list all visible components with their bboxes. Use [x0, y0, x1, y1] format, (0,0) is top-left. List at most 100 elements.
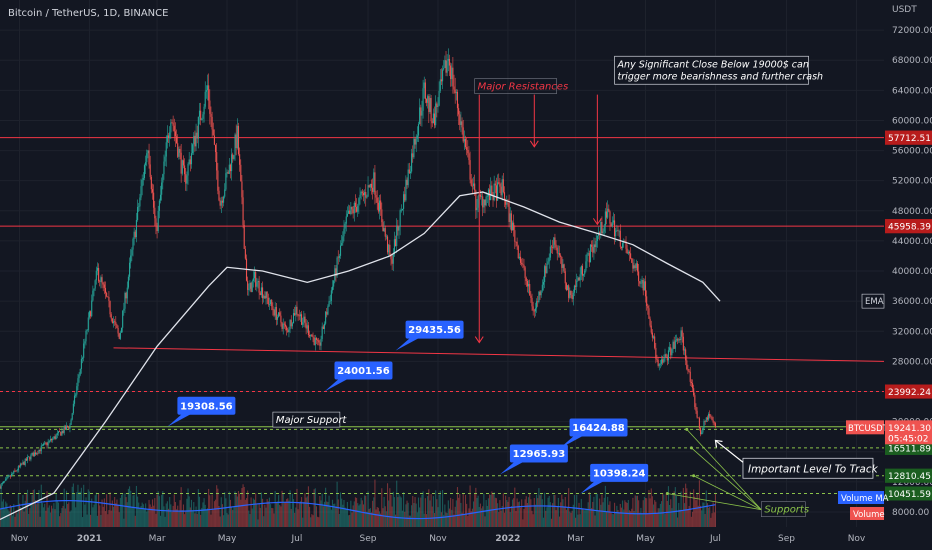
- volume-bar: [575, 517, 577, 527]
- volume-bar: [408, 515, 410, 527]
- candle-body: [65, 425, 68, 430]
- candle-body: [686, 360, 688, 369]
- volume-bar: [429, 500, 431, 527]
- volume-bar: [133, 494, 135, 527]
- volume-bar: [428, 489, 430, 527]
- candle-body: [314, 338, 316, 346]
- candle-body: [695, 406, 697, 411]
- candle-body: [236, 125, 238, 149]
- volume-bar: [171, 511, 173, 527]
- candle-body: [133, 231, 135, 239]
- candle-body: [181, 160, 183, 174]
- volume-bar: [630, 511, 632, 527]
- volume-bar: [56, 500, 58, 527]
- volume-bar: [565, 509, 567, 527]
- candle-body: [86, 330, 88, 331]
- candle-body: [344, 223, 346, 229]
- candle-body: [508, 203, 510, 223]
- candle-body: [406, 179, 408, 186]
- candle-body: [164, 156, 166, 162]
- volume-bar: [80, 487, 82, 527]
- candle-body: [87, 317, 89, 331]
- supports-arrow-tip: [685, 427, 689, 431]
- volume-bar: [604, 485, 606, 527]
- candle-body: [400, 210, 402, 211]
- volume-bar: [145, 503, 147, 527]
- volume-bar: [331, 499, 334, 527]
- candle-body: [490, 185, 492, 201]
- candle-body: [270, 299, 272, 305]
- candle-body: [414, 138, 416, 145]
- candle-body: [104, 287, 107, 293]
- volume-bar: [235, 494, 237, 527]
- volume-bar: [506, 500, 508, 527]
- candle-body: [681, 330, 683, 337]
- volume-bar: [614, 502, 616, 527]
- candle-body: [522, 264, 524, 265]
- candle-body: [150, 176, 152, 190]
- volume-bar: [619, 503, 621, 527]
- volume-bar: [319, 496, 321, 527]
- volume-bar: [268, 497, 270, 527]
- volume-bar: [507, 501, 509, 527]
- volume-bar: [586, 509, 588, 527]
- callout-box: [590, 463, 649, 482]
- volume-bar: [498, 512, 500, 527]
- volume-bar: [419, 507, 421, 527]
- volume-bar: [75, 507, 77, 527]
- symbol-tag-label: BTCUSDT: [848, 424, 889, 434]
- supports-arrow-line: [686, 429, 762, 510]
- volume-bar: [670, 499, 672, 527]
- volume-bar: [451, 509, 453, 527]
- candle-body: [674, 340, 676, 349]
- candle-body: [235, 134, 237, 149]
- candle-body: [654, 336, 656, 348]
- volume-bar: [678, 502, 680, 527]
- candle-body: [57, 431, 60, 434]
- candle-body: [247, 280, 249, 290]
- volume-bar: [206, 508, 209, 527]
- candle-body: [566, 285, 569, 291]
- volume-bar: [442, 490, 444, 527]
- volume-bar: [143, 508, 146, 527]
- level-price-tag: [885, 468, 932, 483]
- volume-bar: [472, 501, 475, 527]
- candle-body: [59, 431, 61, 432]
- volume-bar: [185, 511, 187, 527]
- candle-body: [1, 482, 3, 485]
- candle-body: [22, 462, 24, 465]
- volume-bar: [388, 500, 390, 527]
- volume-bar: [531, 510, 533, 527]
- candle-body: [217, 170, 219, 191]
- candle-body: [162, 174, 164, 183]
- candle-body: [51, 438, 53, 441]
- candle-body: [203, 106, 205, 115]
- candle-body: [442, 69, 444, 82]
- candle-body: [146, 153, 148, 163]
- candle-body: [494, 183, 496, 186]
- volume-bar: [694, 496, 696, 527]
- candle-body: [439, 79, 441, 91]
- volume-bar: [215, 499, 217, 527]
- volume-bar: [244, 499, 246, 527]
- volume-bar: [306, 496, 308, 527]
- volume-bar: [24, 500, 26, 527]
- volume-bar: [468, 508, 470, 527]
- volume-bar: [273, 513, 275, 527]
- volume-bar: [452, 498, 454, 527]
- volume-bar: [404, 511, 406, 527]
- candle-body: [115, 322, 117, 325]
- current-price-label: 19241.30: [888, 424, 931, 434]
- volume-bar: [218, 506, 220, 527]
- candle-body: [463, 139, 465, 142]
- candle-body: [390, 255, 392, 260]
- volume-bar: [209, 495, 211, 527]
- level-price-label: 12810.45: [888, 472, 931, 482]
- candle-body: [36, 452, 38, 455]
- candle-body: [118, 333, 120, 339]
- candle-body: [173, 125, 175, 132]
- volume-bar: [365, 495, 367, 527]
- volume-bar: [612, 514, 614, 527]
